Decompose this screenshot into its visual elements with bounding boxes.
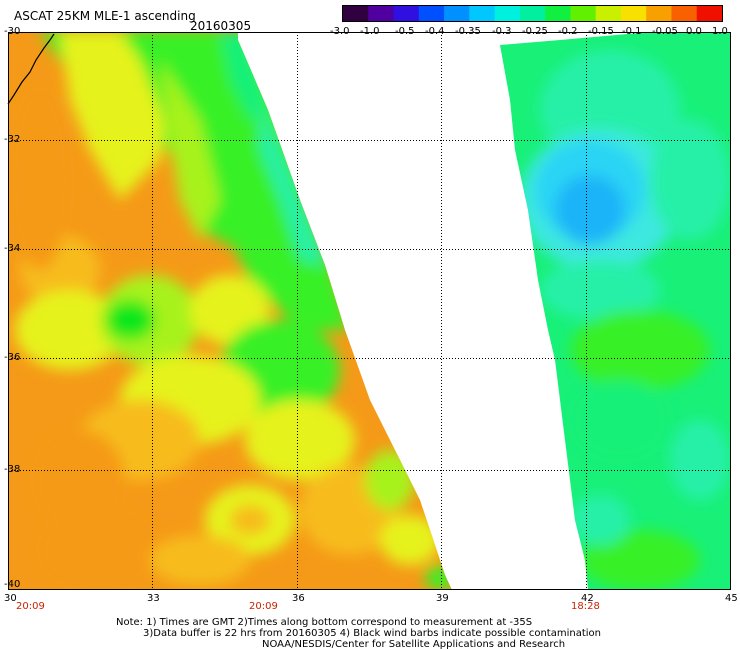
colorbar-tick: -0.35 — [455, 26, 481, 37]
colorbar-swatches — [343, 6, 723, 21]
lon-label: 36 — [292, 593, 305, 604]
colorbar-tick: -0.2 — [558, 26, 578, 37]
colorbar-tick: -0.15 — [588, 26, 614, 37]
lat-label: -40 — [4, 579, 21, 590]
east-swath — [500, 32, 731, 590]
time-label: 20:09 — [16, 601, 45, 612]
colorbar-tick: -0.3 — [492, 26, 512, 37]
colorbar-tick: -0.4 — [425, 26, 445, 37]
colorbar-tick: -0.05 — [652, 26, 678, 37]
lat-label: -32 — [4, 134, 21, 145]
colorbar-swatch — [393, 6, 420, 21]
time-label: 20:09 — [249, 601, 278, 612]
lat-label: -30 — [4, 26, 21, 37]
colorbar-swatch — [671, 6, 698, 21]
plot-frame — [8, 32, 731, 590]
colorbar-swatch — [545, 6, 571, 21]
graticule — [8, 32, 731, 590]
lat-label: -34 — [4, 243, 21, 254]
colorbar-swatch — [519, 6, 546, 21]
lat-label: -38 — [4, 464, 21, 475]
note-line-2: 3)Data buffer is 22 hrs from 20160305 4)… — [143, 628, 601, 639]
lat-label: -36 — [4, 352, 21, 363]
colorbar-swatch — [620, 6, 647, 21]
colorbar-swatch — [469, 6, 496, 21]
colorbar-tick: 0.0 — [686, 26, 702, 37]
colorbar-swatch — [418, 6, 445, 21]
colorbar-tick: -3.0 — [330, 26, 350, 37]
colorbar-swatch — [494, 6, 521, 21]
colorbar-tick: -1.0 — [360, 26, 380, 37]
time-label: 18:28 — [571, 601, 600, 612]
lon-label: 30 — [4, 593, 17, 604]
colorbar-swatch — [343, 6, 369, 21]
colorbar-tick: 1.0 — [712, 26, 728, 37]
colorbar-swatch — [570, 6, 597, 21]
colorbar-frame — [342, 5, 723, 22]
coastline — [7, 33, 55, 105]
colorbar-tick: -0.25 — [522, 26, 548, 37]
chart-title: ASCAT 25KM MLE-1 ascending — [14, 9, 196, 23]
colorbar-tick: -0.1 — [622, 26, 642, 37]
lon-label: 39 — [436, 593, 449, 604]
lon-label: 33 — [147, 593, 160, 604]
lon-label: 45 — [725, 593, 738, 604]
note-line-3: NOAA/NESDIS/Center for Satellite Applica… — [262, 639, 566, 650]
colorbar-swatch — [595, 6, 622, 21]
lon-label: 42 — [581, 593, 594, 604]
colorbar-swatch — [368, 6, 395, 21]
colorbar-swatch — [646, 6, 673, 21]
colorbar-swatch — [444, 6, 470, 21]
chart-date: 20160305 — [190, 19, 252, 33]
colorbar-tick: -0.5 — [395, 26, 415, 37]
colorbar-swatch — [696, 6, 723, 21]
note-line-1: Note: 1) Times are GMT 2)Times along bot… — [116, 617, 533, 628]
west-swath — [8, 32, 452, 590]
